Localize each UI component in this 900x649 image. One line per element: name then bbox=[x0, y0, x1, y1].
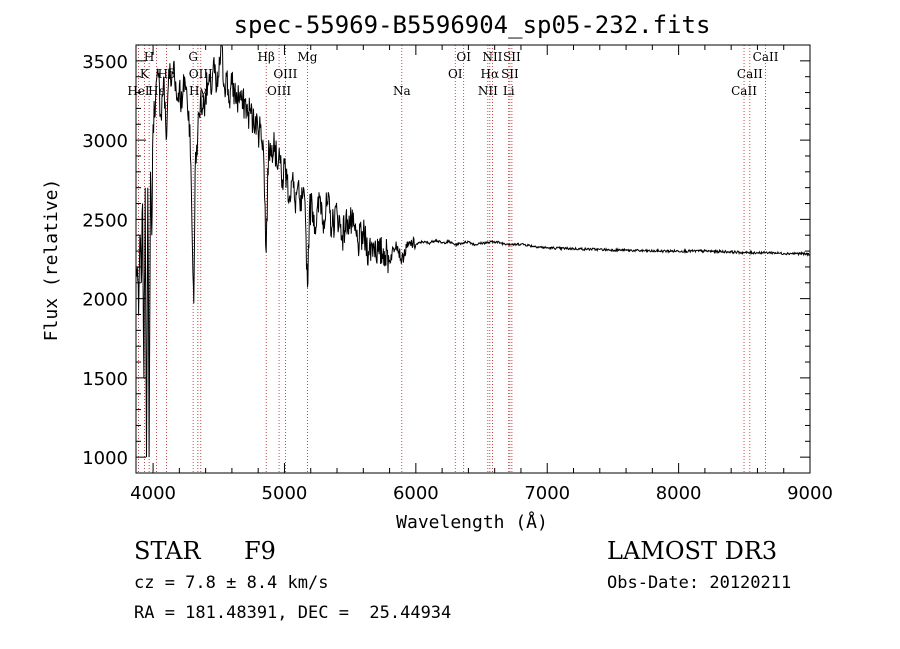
spectral-line-label-17: NII bbox=[478, 84, 498, 98]
y-tick-label: 2000 bbox=[82, 290, 128, 311]
spectral-line-label-8: Hβ bbox=[257, 50, 274, 64]
x-tick-label: 5000 bbox=[262, 483, 308, 504]
obs-date-text: Obs-Date: 20120211 bbox=[607, 573, 792, 593]
x-tick-label: 4000 bbox=[130, 483, 176, 504]
object-subclass: F9 bbox=[244, 537, 276, 565]
spectral-line-label-0: H bbox=[144, 50, 154, 64]
plot-frame bbox=[135, 44, 811, 474]
spectrum-series bbox=[135, 44, 811, 458]
x-tick-label: 6000 bbox=[393, 483, 439, 504]
y-tick-label: 1500 bbox=[82, 369, 128, 390]
y-tick-label: 2500 bbox=[82, 210, 128, 231]
y-tick-label: 1000 bbox=[82, 448, 128, 469]
spectral-line-label-7: Hγ bbox=[189, 84, 207, 98]
x-tick-label: 9000 bbox=[787, 483, 833, 504]
spectral-line-label-12: Na bbox=[393, 84, 411, 98]
spectral-line-label-22: CaII bbox=[737, 67, 763, 81]
spectral-line-label-16: Hα bbox=[481, 67, 500, 81]
spectral-line-label-21: CaII bbox=[753, 50, 779, 64]
spectral-line-label-11: Mg bbox=[297, 50, 317, 64]
x-axis-label: Wavelength (Å) bbox=[396, 511, 548, 533]
spectral-line-label-20: Li bbox=[503, 84, 515, 98]
spectral-line-label-13: OI bbox=[456, 50, 471, 64]
spectral-line-label-10: OIII bbox=[267, 84, 291, 98]
x-tick-label: 8000 bbox=[656, 483, 702, 504]
spectral-line-label-2: HeI bbox=[127, 84, 150, 98]
spectral-line-label-4: Hε bbox=[148, 84, 165, 98]
spectrum-line bbox=[135, 44, 811, 458]
y-tick-label: 3500 bbox=[82, 52, 128, 73]
object-class: STAR bbox=[134, 537, 201, 565]
spectral-line-label-1: K bbox=[140, 67, 150, 81]
axis-ticks: 4000 5000 6000 7000 8000 9000 1000 1500 2000 2500… bbox=[82, 44, 833, 504]
y-tick-label: 3000 bbox=[82, 131, 128, 152]
spectral-line-label-23: CaII bbox=[731, 84, 757, 98]
spectral-line-markers: HKHeIHδHεGOIIIHγHβOIIIOIIIMgNaOIOINIIHαN… bbox=[127, 45, 779, 473]
x-tick-label: 7000 bbox=[524, 483, 570, 504]
redshift-text: cz = 7.8 ± 8.4 km/s bbox=[134, 573, 329, 593]
coordinates-text: RA = 181.48391, DEC = 25.44934 bbox=[134, 603, 452, 623]
spectral-line-label-5: G bbox=[188, 50, 198, 64]
spectral-line-label-19: SII bbox=[501, 67, 519, 81]
survey-name: LAMOST DR3 bbox=[607, 537, 778, 565]
spectral-line-label-15: NII bbox=[482, 50, 502, 64]
spectral-line-label-14: OI bbox=[448, 67, 463, 81]
y-axis-label: Flux (relative) bbox=[41, 179, 62, 342]
spectral-line-label-9: OIII bbox=[273, 67, 297, 81]
spectral-line-label-18: SII bbox=[503, 50, 521, 64]
chart-title: spec-55969-B5596904_sp05-232.fits bbox=[234, 11, 711, 39]
